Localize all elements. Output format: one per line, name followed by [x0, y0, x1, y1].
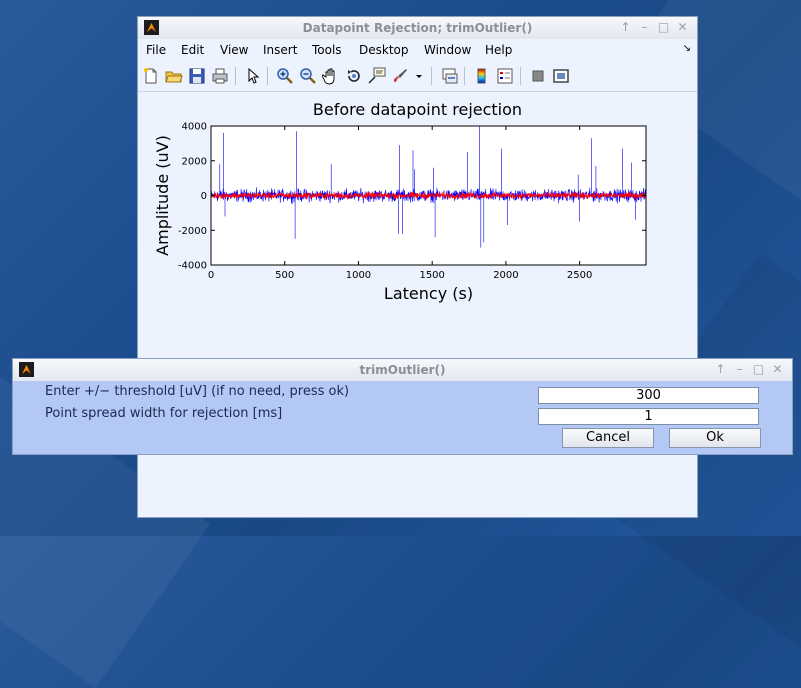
always-on-top-icon[interactable]: ↑ — [620, 20, 631, 34]
menubar: File Edit View Insert Tools Desktop Wind… — [138, 39, 697, 61]
zoom-in-icon[interactable] — [276, 67, 294, 85]
matlab-app-icon — [144, 20, 159, 35]
dialog-titlebar[interactable]: trimOutlier() ↑ – □ ✕ — [13, 359, 792, 381]
figure-title: Datapoint Rejection; trimOutlier() — [302, 21, 533, 35]
brush-icon[interactable] — [391, 67, 409, 85]
spread-width-input[interactable] — [538, 408, 759, 425]
x-tick-label: 2500 — [567, 270, 592, 281]
threshold-input[interactable] — [538, 387, 759, 404]
x-tick-label: 1000 — [346, 270, 371, 281]
legend-icon[interactable] — [496, 67, 514, 85]
x-axis-label: Latency (s) — [384, 284, 473, 303]
toolbar-separator — [235, 67, 236, 85]
matlab-app-icon — [19, 362, 34, 377]
spread-width-label: Point spread width for rejection [ms] — [45, 406, 283, 421]
threshold-label: Enter +/− threshold [uV] (if no need, pr… — [45, 384, 350, 399]
y-tick-label: 0 — [201, 191, 207, 202]
toolbar-separator — [464, 67, 465, 85]
toolbar-separator — [431, 67, 432, 85]
trimoutlier-dialog: trimOutlier() ↑ – □ ✕ Enter +/− threshol… — [12, 358, 793, 455]
close-icon[interactable]: ✕ — [677, 20, 688, 34]
x-tick-label: 500 — [275, 270, 294, 281]
menu-file[interactable]: File — [146, 43, 167, 57]
dropdown-arrow-icon[interactable] — [414, 67, 424, 85]
figure-titlebar[interactable]: Datapoint Rejection; trimOutlier() ↑ – □… — [138, 17, 697, 39]
maximize-icon[interactable]: □ — [657, 20, 670, 34]
zoom-out-icon[interactable] — [299, 67, 317, 85]
data-cursor-icon[interactable] — [368, 67, 386, 85]
y-tick-label: 4000 — [182, 122, 207, 133]
show-plot-tools-icon[interactable] — [552, 67, 570, 85]
y-axis-label: Amplitude (uV) — [153, 135, 172, 256]
menu-tools[interactable]: Tools — [312, 43, 342, 57]
figure-toolbar — [138, 61, 697, 92]
pointer-icon[interactable] — [244, 67, 262, 85]
maximize-icon[interactable]: □ — [752, 362, 765, 376]
save-icon[interactable] — [188, 67, 206, 85]
colorbar-icon[interactable] — [473, 67, 491, 85]
y-tick-label: -2000 — [178, 226, 207, 237]
always-on-top-icon[interactable]: ↑ — [715, 362, 726, 376]
close-icon[interactable]: ✕ — [772, 362, 783, 376]
toolbar-separator — [267, 67, 268, 85]
menu-view[interactable]: View — [220, 43, 249, 57]
x-tick-label: 1500 — [419, 270, 444, 281]
new-figure-icon[interactable] — [142, 67, 160, 85]
cancel-button[interactable]: Cancel — [562, 428, 654, 448]
dock-arrow-icon[interactable]: ↘ — [682, 43, 691, 54]
y-tick-label: 2000 — [182, 156, 207, 167]
menu-insert[interactable]: Insert — [263, 43, 298, 57]
pan-icon[interactable] — [322, 67, 340, 85]
dialog-title: trimOutlier() — [359, 363, 446, 377]
axes-title: Before datapoint rejection — [312, 100, 523, 119]
minimize-icon[interactable]: – — [736, 362, 743, 376]
toolbar-separator — [520, 67, 521, 85]
menu-desktop[interactable]: Desktop — [359, 43, 409, 57]
signal-plot[interactable]: 0 500 1000 1500 2000 2500 4000 2000 0 -2000 -4000 L… — [138, 107, 697, 307]
minimize-icon[interactable]: – — [641, 20, 648, 34]
x-tick-label: 2000 — [493, 270, 518, 281]
rotate-3d-icon[interactable] — [345, 67, 363, 85]
y-tick-label: -4000 — [178, 261, 207, 272]
link-plot-icon[interactable] — [441, 67, 459, 85]
open-file-icon[interactable] — [165, 67, 183, 85]
x-tick-label: 0 — [208, 270, 214, 281]
menu-edit[interactable]: Edit — [181, 43, 205, 57]
hide-plot-tools-icon[interactable] — [529, 67, 547, 85]
menu-window[interactable]: Window — [424, 43, 472, 57]
ok-button[interactable]: Ok — [669, 428, 761, 448]
menu-help[interactable]: Help — [485, 43, 513, 57]
red-signal-line — [210, 190, 647, 201]
print-icon[interactable] — [211, 67, 229, 85]
